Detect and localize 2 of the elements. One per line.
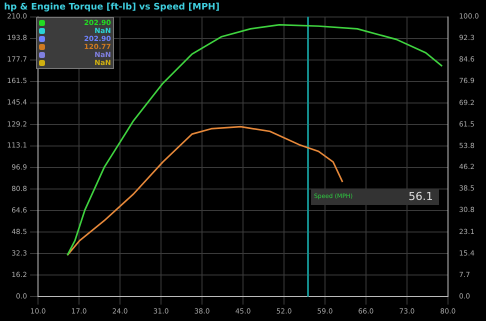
chart-title: hp & Engine Torque [ft-lb] vs Speed [MPH] bbox=[4, 2, 220, 13]
annotation: 56.1 bbox=[408, 190, 433, 204]
